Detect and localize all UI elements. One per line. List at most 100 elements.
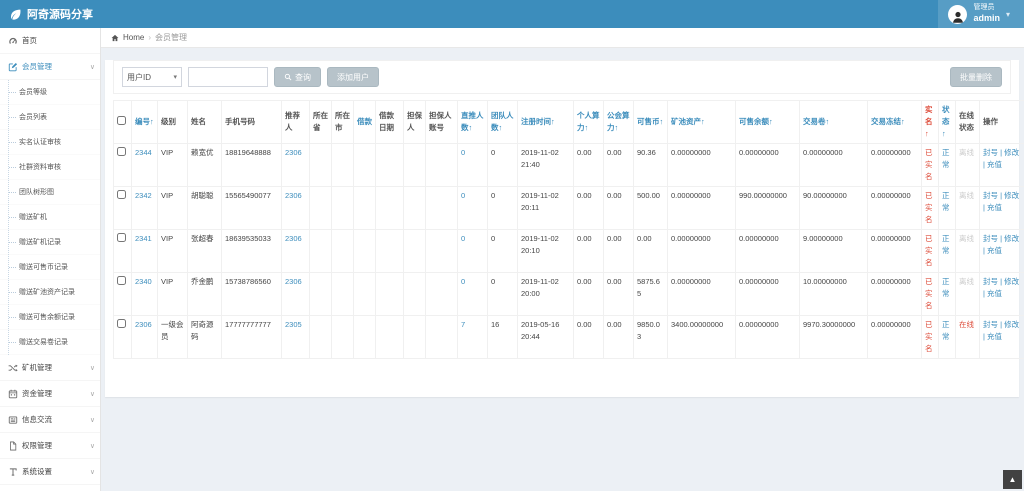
action-recharge-link[interactable]: 充值 [987, 332, 1003, 341]
bulk-delete-button[interactable]: 批量删除 [950, 67, 1002, 87]
referrer-link[interactable]: 2305 [285, 320, 302, 329]
sidebar-item-5[interactable]: 权限管理 ∨ [0, 433, 100, 459]
cell-guarantor [403, 143, 426, 187]
column-header-20[interactable]: 交易冻结↑ [867, 100, 922, 144]
cell-phone: 15738786560 [221, 272, 282, 316]
sidebar-subitem-8[interactable]: 赠送矿池资产记录 [0, 280, 100, 305]
column-header-16[interactable]: 可售币↑ [633, 100, 668, 144]
column-header-6: 所在市 [331, 100, 354, 144]
sidebar-item-4[interactable]: 信息交流 ∨ [0, 407, 100, 433]
cell-id: 2342 [131, 186, 158, 230]
sidebar-subitem-2[interactable]: 实名认证审核 [0, 130, 100, 155]
user-role: 管理员 [973, 3, 995, 11]
column-header-11[interactable]: 直推人数↑ [457, 100, 488, 144]
sidebar-submenu: 会员等级 会员列表 实名认证审核 社群资料审核 团队树形图 赠送矿机 赠送矿机记录 赠送可售币… [0, 80, 100, 355]
cell-loan_date [375, 272, 404, 316]
sidebar-subitem-1[interactable]: 会员列表 [0, 105, 100, 130]
cell-sellable_balance: 0.00000000 [735, 143, 800, 187]
action-ban-link[interactable]: 封号 [983, 234, 998, 243]
action-ban-link[interactable]: 封号 [983, 320, 998, 329]
cell-referrer: 2306 [281, 229, 310, 273]
cell-sellable_coin: 500.00 [633, 186, 668, 230]
column-header-17[interactable]: 矿池资产↑ [667, 100, 736, 144]
action-recharge-link[interactable]: 充值 [987, 160, 1003, 169]
cell-id: 2340 [131, 272, 158, 316]
sidebar-item-label: 信息交流 [22, 415, 52, 424]
sidebar-item-6[interactable]: 系统设置 ∨ [0, 459, 100, 485]
action-ban-link[interactable]: 封号 [983, 277, 998, 286]
action-recharge-link[interactable]: 充值 [987, 246, 1003, 255]
app-brand[interactable]: 阿奇源码分享 [0, 6, 109, 22]
row-checkbox[interactable] [117, 233, 126, 242]
referrer-link[interactable]: 2306 [285, 191, 302, 200]
direct_count-link[interactable]: 7 [461, 320, 466, 329]
direct_count-link[interactable]: 0 [461, 234, 466, 243]
cell-online: 在线 [955, 315, 980, 359]
sidebar-item-2[interactable]: 矿机管理 ∨ [0, 355, 100, 381]
sidebar-item-3[interactable]: 资金管理 ∨ [0, 381, 100, 407]
id-link[interactable]: 2344 [135, 148, 152, 157]
referrer-link[interactable]: 2306 [285, 277, 302, 286]
cell-trade_frozen: 0.00000000 [867, 272, 922, 316]
cell-status: 正常 [938, 143, 956, 187]
column-header-18[interactable]: 可售余额↑ [735, 100, 800, 144]
filter-select[interactable]: 用户ID ▾ [122, 67, 182, 87]
action-edit-link[interactable]: 修改 [1004, 320, 1020, 329]
back-to-top-button[interactable]: ▲ [1003, 470, 1022, 489]
table-row-3: 2340 VIP 乔金鹏 15738786560 2306 0 0 2019-11-02 20… [113, 272, 1024, 316]
tree-dash [9, 91, 16, 93]
column-header-14[interactable]: 个人算力↑ [573, 100, 604, 144]
cell-online: 离线 [955, 229, 980, 273]
add-user-button[interactable]: 添加用户 [327, 67, 379, 87]
sidebar-subitem-6[interactable]: 赠送矿机记录 [0, 230, 100, 255]
cell-name: 张超春 [187, 229, 222, 273]
referrer-link[interactable]: 2306 [285, 148, 302, 157]
column-header-19[interactable]: 交易卷↑ [799, 100, 868, 144]
action-edit-link[interactable]: 修改 [1004, 191, 1020, 200]
cell-actions: 封号 | 修改 | 充值 [979, 143, 1024, 187]
sidebar-subitem-0[interactable]: 会员等级 [0, 80, 100, 105]
column-header-21[interactable]: 实名↑ [921, 100, 939, 144]
news-icon [8, 415, 18, 425]
column-header-22[interactable]: 状态↑ [938, 100, 956, 144]
direct_count-link[interactable]: 0 [461, 191, 466, 200]
select-all-checkbox[interactable] [117, 116, 126, 125]
id-link[interactable]: 2340 [135, 277, 152, 286]
action-recharge-link[interactable]: 充值 [987, 203, 1003, 212]
sidebar-subitem-7[interactable]: 赠送可售币记录 [0, 255, 100, 280]
row-checkbox[interactable] [117, 147, 126, 156]
search-button[interactable]: 查询 [274, 67, 321, 87]
breadcrumb-home-link[interactable]: Home [123, 33, 145, 42]
column-header-13[interactable]: 注册时间↑ [517, 100, 574, 144]
direct_count-link[interactable]: 0 [461, 148, 466, 157]
id-link[interactable]: 2306 [135, 320, 152, 329]
column-header-7[interactable]: 借款 [353, 100, 376, 144]
row-checkbox[interactable] [117, 190, 126, 199]
sidebar-subitem-5[interactable]: 赠送矿机 [0, 205, 100, 230]
sidebar-item-0[interactable]: 首页 [0, 28, 100, 54]
sidebar-subitem-4[interactable]: 团队树形图 [0, 180, 100, 205]
search-input[interactable] [188, 67, 268, 87]
top-navbar: 阿奇源码分享 管理员 admin ▾ [0, 0, 1024, 28]
id-link[interactable]: 2342 [135, 191, 152, 200]
id-link[interactable]: 2341 [135, 234, 152, 243]
column-header-0[interactable]: 编号↑ [131, 100, 158, 144]
action-ban-link[interactable]: 封号 [983, 191, 998, 200]
action-ban-link[interactable]: 封号 [983, 148, 998, 157]
sidebar-subitem-9[interactable]: 赠送可售余额记录 [0, 305, 100, 330]
action-edit-link[interactable]: 修改 [1004, 277, 1020, 286]
table-row-4: 2306 一级会员 阿奇源码 17777777777 2305 7 16 2019-05-16… [113, 315, 1024, 359]
action-edit-link[interactable]: 修改 [1004, 148, 1020, 157]
action-edit-link[interactable]: 修改 [1004, 234, 1020, 243]
column-header-12[interactable]: 团队人数↑ [487, 100, 518, 144]
direct_count-link[interactable]: 0 [461, 277, 466, 286]
sidebar-subitem-3[interactable]: 社群资料审核 [0, 155, 100, 180]
user-menu[interactable]: 管理员 admin ▾ [938, 0, 1024, 28]
row-checkbox[interactable] [117, 276, 126, 285]
action-recharge-link[interactable]: 充值 [987, 289, 1003, 298]
row-checkbox[interactable] [117, 319, 126, 328]
sidebar-subitem-10[interactable]: 赠送交易卷记录 [0, 330, 100, 355]
column-header-15[interactable]: 公会算力↑ [603, 100, 634, 144]
referrer-link[interactable]: 2306 [285, 234, 302, 243]
sidebar-item-1[interactable]: 会员管理 ∨ [0, 54, 100, 80]
